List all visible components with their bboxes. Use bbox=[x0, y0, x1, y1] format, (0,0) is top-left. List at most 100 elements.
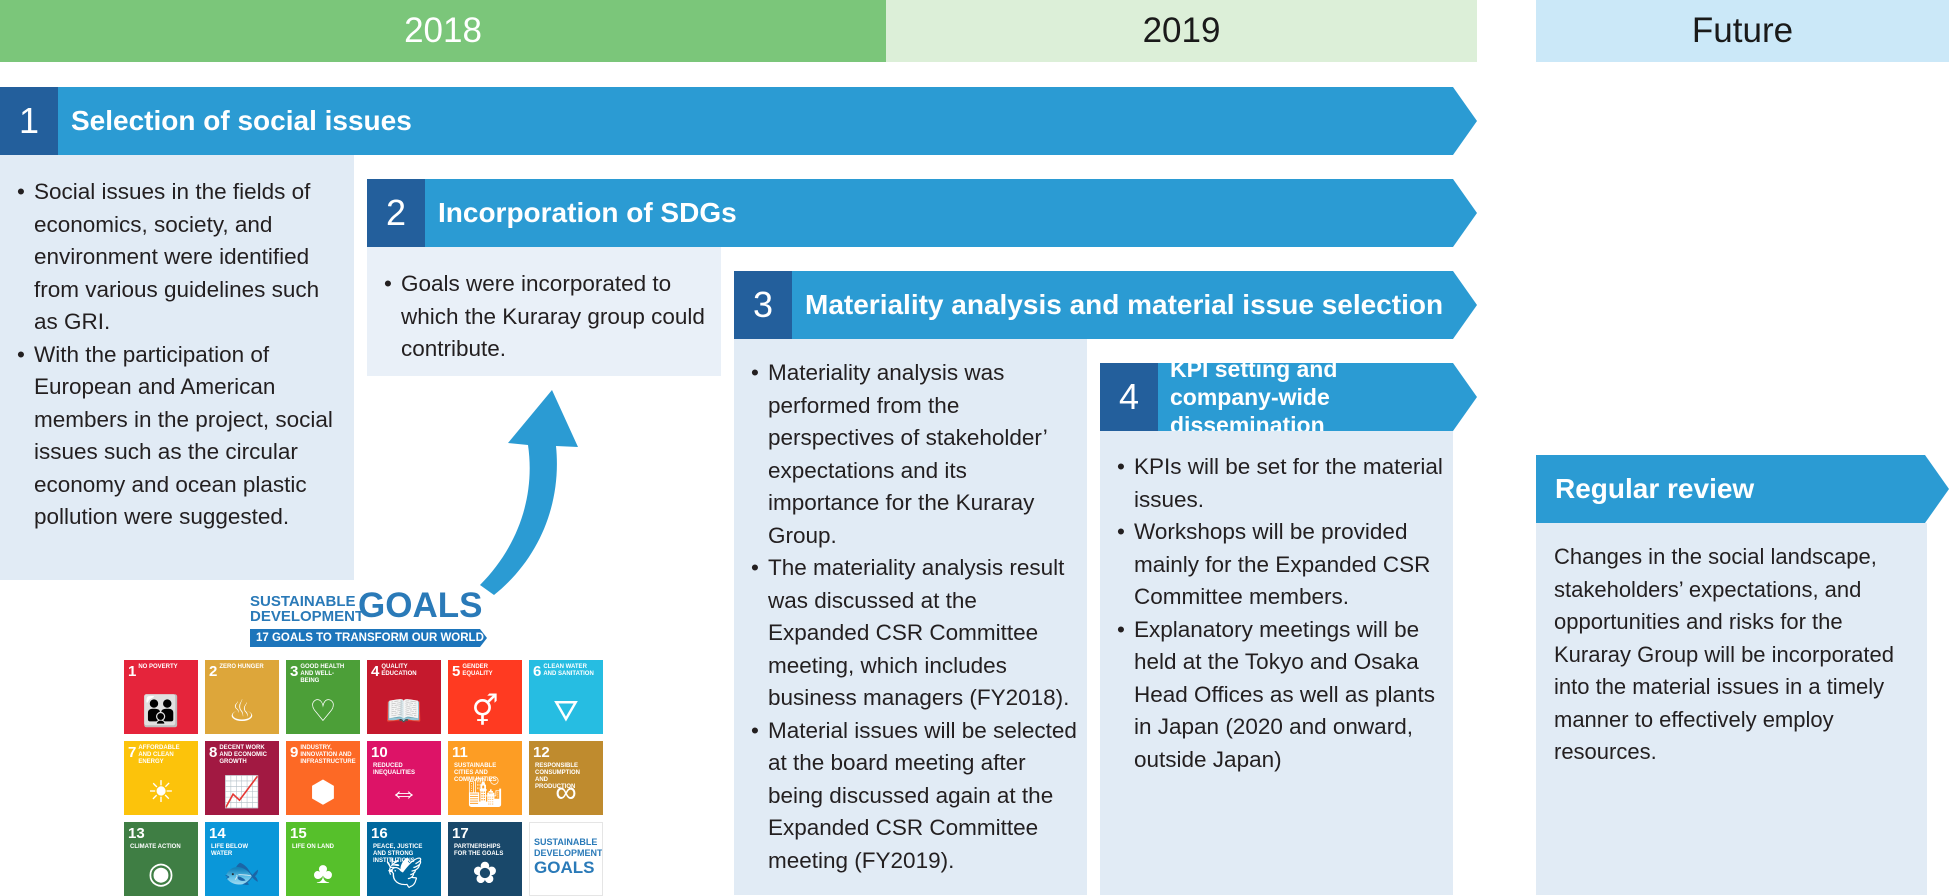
sdg-tile-title: Decent work and economic growth bbox=[219, 745, 268, 765]
sdg-tile-number: 15 bbox=[290, 825, 307, 842]
sdg-tile-number: 13 bbox=[128, 825, 145, 842]
sdg-tile-number: 12 bbox=[533, 744, 550, 761]
sdg-tile-5: 5 Gender equality ⚥ bbox=[448, 660, 522, 734]
sdg-tile-number: 8 bbox=[209, 744, 218, 761]
year-2018-label: 2018 bbox=[404, 11, 482, 50]
sdg-tile-7: 7 Affordable and clean energy ☀ bbox=[124, 741, 198, 815]
bowl-icon: ♨ bbox=[228, 695, 256, 728]
equal-icon: ⇔ bbox=[389, 776, 419, 809]
step-4-bullet-2: Workshops will be provided mainly for th… bbox=[1117, 516, 1445, 614]
step-3-bullet-1: Materiality analysis was performed from … bbox=[751, 357, 1081, 552]
curved-arrow-icon bbox=[480, 390, 578, 595]
step-3-title: Materiality analysis and material issue … bbox=[805, 271, 1443, 339]
step-4-panel: KPIs will be set for the material issues… bbox=[1100, 431, 1453, 895]
step-1-bullet-2: With the participation of European and A… bbox=[17, 339, 344, 534]
sdg-tile-3: 3 Good health and well-being ♡ bbox=[286, 660, 360, 734]
sdg-tile-4: 4 Quality education 📖 bbox=[367, 660, 441, 734]
sdg-tile-17: 17 Partnerships for the goals ✿ bbox=[448, 822, 522, 896]
step-2-arrow bbox=[367, 179, 1477, 247]
step-4-arrow bbox=[1100, 363, 1477, 431]
step-3-arrow bbox=[734, 271, 1477, 339]
sdg-tile-title: Good health and well-being bbox=[300, 664, 345, 684]
review-title: Regular review bbox=[1555, 455, 1754, 523]
step-4-number-text: 4 bbox=[1118, 376, 1140, 417]
family-icon: 👪 bbox=[142, 695, 180, 728]
step-1-bullet-1: Social issues in the fields of economics… bbox=[17, 176, 344, 339]
step-2-bullet-1: Goals were incorporated to which the Kur… bbox=[384, 268, 711, 366]
step-1-panel: Social issues in the fields of economics… bbox=[0, 155, 354, 580]
review-body: Changes in the social landscape, stakeho… bbox=[1554, 544, 1894, 764]
sdg-tile-number: 10 bbox=[371, 744, 388, 761]
sdg-tile-title: Clean water and sanitation bbox=[543, 664, 594, 677]
sdg-logo-line1: SUSTAINABLE bbox=[250, 593, 356, 610]
sdg-logo-line2: DEVELOPMENT bbox=[250, 608, 365, 625]
sdg-logo-words: SUSTAINABLE DEVELOPMENT bbox=[250, 594, 364, 624]
infinity-icon: ∞ bbox=[555, 776, 577, 809]
sdg-tile-number: 5 bbox=[452, 663, 461, 680]
step-3-bullets: Materiality analysis was performed from … bbox=[751, 357, 1081, 877]
sdg-tile-title: Climate action bbox=[130, 844, 181, 850]
cubes-icon: ⬢ bbox=[309, 776, 337, 809]
sdg-tile-number: 17 bbox=[452, 825, 469, 842]
step-4-title: KPI setting and company-wide disseminati… bbox=[1170, 356, 1452, 438]
review-panel: Changes in the social landscape, stakeho… bbox=[1536, 523, 1927, 895]
water-drop-icon: ⛛ bbox=[553, 695, 579, 728]
sdg-logo-subtitle-text: 17 GOALS TO TRANSFORM OUR WORLD bbox=[256, 632, 484, 644]
sdg-tile-number: 2 bbox=[209, 663, 218, 680]
step-4-number: 4 bbox=[1100, 363, 1158, 431]
sdg-tile-title: Quality education bbox=[381, 664, 417, 677]
sdg-tile-number: 14 bbox=[209, 825, 226, 842]
gender-icon: ⚥ bbox=[471, 695, 499, 728]
step-2-title: Incorporation of SDGs bbox=[438, 179, 737, 247]
sdg-logo-tile-line2: DEVELOPMENT bbox=[534, 848, 603, 858]
sun-icon: ☀ bbox=[147, 776, 175, 809]
sdg-tile-10: 10 Reduced inequalities ⇔ bbox=[367, 741, 441, 815]
sdg-tile-number: 3 bbox=[290, 663, 299, 680]
sdg-tile-15: 15 Life on land ♣ bbox=[286, 822, 360, 896]
year-2018-header: 2018 bbox=[0, 0, 886, 62]
step-4-bullets: KPIs will be set for the material issues… bbox=[1117, 451, 1445, 776]
step-3-bullet-3: Material issues will be selected at the … bbox=[751, 715, 1081, 878]
step-4-bullet-1: KPIs will be set for the material issues… bbox=[1117, 451, 1445, 516]
sdg-tile-title: Peace, justice and strong institutions bbox=[373, 844, 423, 864]
step-1-title-text: Selection of social issues bbox=[71, 105, 412, 136]
sdg-logo-tile-line1: SUSTAINABLE bbox=[534, 837, 598, 847]
fish-icon: 🐟 bbox=[223, 857, 261, 890]
review-title-text: Regular review bbox=[1555, 473, 1755, 504]
growth-chart-icon: 📈 bbox=[223, 776, 261, 809]
step-4-title-text: KPI setting and company-wide disseminati… bbox=[1170, 356, 1338, 438]
sdg-tile-title: Life on land bbox=[292, 844, 334, 850]
book-icon: 📖 bbox=[385, 695, 423, 728]
step-3-number-text: 3 bbox=[752, 284, 774, 325]
sdg-logo: SUSTAINABLE DEVELOPMENT GOALS 17 GOALS T… bbox=[250, 588, 490, 648]
sdg-logo-goals: GOALS bbox=[358, 586, 483, 625]
sdg-tile-title: Industry, innovation and infrastructure bbox=[300, 745, 356, 765]
sdg-tile-title: No poverty bbox=[138, 664, 178, 670]
step-3-title-text: Materiality analysis and material issue … bbox=[805, 289, 1444, 320]
step-1-title: Selection of social issues bbox=[71, 87, 412, 155]
sdg-tile-number: 11 bbox=[452, 744, 468, 761]
sdg-tile-number: 4 bbox=[371, 663, 380, 680]
step-2-number-text: 2 bbox=[385, 192, 407, 233]
sdg-tile-number: 7 bbox=[128, 744, 137, 761]
future-label: Future bbox=[1691, 11, 1794, 50]
step-3-bullet-2: The materiality analysis result was disc… bbox=[751, 552, 1081, 715]
sdg-tile-title: Responsible consumption and production bbox=[535, 763, 580, 790]
sdg-tile-number: 9 bbox=[290, 744, 299, 761]
sdg-tile-title: Gender equality bbox=[462, 664, 493, 677]
sdg-tile-13: 13 Climate action ◉ bbox=[124, 822, 198, 896]
rings-icon: ✿ bbox=[472, 857, 498, 890]
sdg-tile-11: 11 Sustainable cities and communities 🏙 bbox=[448, 741, 522, 815]
sdg-tile-title: Reduced inequalities bbox=[373, 763, 416, 776]
step-1-arrow bbox=[0, 87, 1477, 155]
sdg-logo-tile: SUSTAINABLE DEVELOPMENT GOALS bbox=[529, 822, 603, 896]
sdg-tile-8: 8 Decent work and economic growth 📈 bbox=[205, 741, 279, 815]
heartbeat-icon: ♡ bbox=[309, 695, 337, 728]
step-3-number: 3 bbox=[734, 271, 792, 339]
sdg-tile-title: Zero hunger bbox=[219, 664, 264, 670]
sdg-tile-16: 16 Peace, justice and strong institutions… bbox=[367, 822, 441, 896]
sdg-tile-grid: 1 No poverty 👪 2 Zero hunger ♨ 3 Good health an… bbox=[124, 660, 607, 896]
dove-icon: 🕊 bbox=[384, 857, 424, 890]
sdg-tile-title: Sustainable cities and communities bbox=[454, 763, 497, 783]
sdg-tile-title: Life below water bbox=[211, 844, 248, 857]
